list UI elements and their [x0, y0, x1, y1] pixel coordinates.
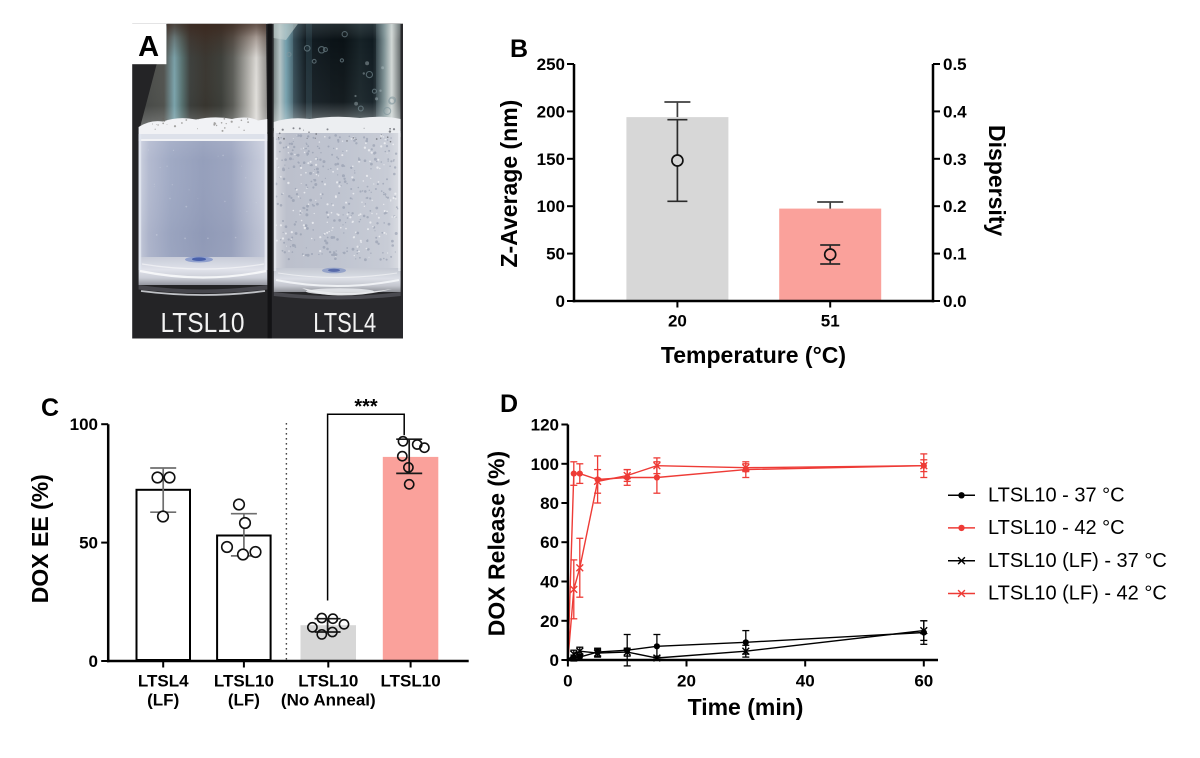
- svg-text:100: 100: [531, 455, 559, 474]
- svg-text:40: 40: [540, 573, 559, 592]
- svg-text:0.5: 0.5: [943, 55, 967, 74]
- svg-text:Temperature (°C): Temperature (°C): [661, 342, 846, 368]
- svg-text:100: 100: [70, 415, 98, 434]
- svg-text:50: 50: [546, 245, 565, 264]
- svg-text:LTSL4: LTSL4: [313, 307, 376, 338]
- svg-text:60: 60: [540, 533, 559, 552]
- svg-text:0: 0: [563, 672, 572, 691]
- svg-text:LTSL10 - 37 °C: LTSL10 - 37 °C: [988, 485, 1125, 507]
- svg-text:0.1: 0.1: [943, 245, 967, 264]
- svg-text:0: 0: [550, 651, 559, 670]
- svg-text:LTSL10: LTSL10: [298, 672, 358, 691]
- svg-text:B: B: [510, 35, 528, 63]
- svg-text:150: 150: [537, 150, 565, 169]
- svg-text:(No Anneal): (No Anneal): [281, 691, 376, 710]
- svg-text:LTSL10: LTSL10: [214, 672, 274, 691]
- svg-text:(LF): (LF): [147, 691, 179, 710]
- svg-text:0.0: 0.0: [943, 292, 967, 311]
- svg-text:20: 20: [668, 312, 687, 331]
- svg-text:0: 0: [556, 292, 565, 311]
- svg-text:0.2: 0.2: [943, 197, 967, 216]
- svg-text:100: 100: [537, 197, 565, 216]
- svg-text:D: D: [500, 390, 518, 418]
- svg-text:50: 50: [79, 534, 98, 553]
- svg-text:80: 80: [540, 494, 559, 513]
- svg-text:Z-Average (nm): Z-Average (nm): [496, 100, 522, 268]
- svg-text:LTSL10 (LF) - 37 °C: LTSL10 (LF) - 37 °C: [988, 550, 1167, 572]
- svg-text:60: 60: [914, 672, 933, 691]
- svg-text:0: 0: [89, 652, 98, 671]
- svg-text:51: 51: [821, 312, 840, 331]
- svg-text:C: C: [41, 394, 59, 422]
- svg-text:(LF): (LF): [228, 691, 260, 710]
- svg-text:20: 20: [540, 612, 559, 631]
- svg-text:DOX Release (%): DOX Release (%): [483, 451, 509, 636]
- svg-text:LTSL10 (LF) - 42 °C: LTSL10 (LF) - 42 °C: [988, 583, 1167, 605]
- svg-text:0.3: 0.3: [943, 150, 967, 169]
- svg-text:0.4: 0.4: [943, 102, 967, 121]
- svg-text:20: 20: [677, 672, 696, 691]
- svg-text:LTSL10: LTSL10: [161, 307, 245, 338]
- svg-text:***: ***: [354, 396, 378, 418]
- svg-text:40: 40: [796, 672, 815, 691]
- svg-text:A: A: [138, 31, 159, 63]
- svg-text:LTSL4: LTSL4: [138, 672, 189, 691]
- svg-text:250: 250: [537, 55, 565, 74]
- svg-text:Dispersity: Dispersity: [984, 125, 1010, 236]
- svg-text:DOX EE (%): DOX EE (%): [27, 474, 53, 603]
- svg-text:LTSL10 - 42 °C: LTSL10 - 42 °C: [988, 517, 1125, 539]
- svg-text:200: 200: [537, 102, 565, 121]
- svg-text:120: 120: [531, 416, 559, 435]
- svg-text:Time (min): Time (min): [688, 694, 804, 720]
- svg-text:LTSL10: LTSL10: [381, 672, 441, 691]
